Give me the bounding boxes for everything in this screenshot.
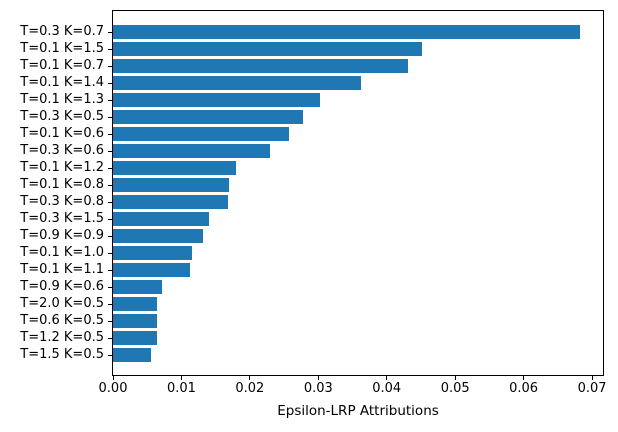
bar: [113, 212, 210, 226]
y-tick-mark: [108, 31, 112, 33]
x-tick-label: 0.06: [509, 381, 539, 396]
y-tick-mark: [108, 184, 112, 186]
y-tick-mark: [108, 167, 112, 169]
bar: [113, 280, 162, 294]
bar: [113, 161, 236, 175]
y-tick-label: T=0.1 K=1.2: [20, 160, 104, 175]
bar: [113, 127, 289, 141]
y-tick-label: T=0.1 K=0.6: [20, 126, 104, 141]
x-tick-label: 0.00: [98, 381, 128, 396]
x-tick-mark: [180, 376, 182, 380]
bar: [113, 144, 271, 158]
y-tick-label: T=0.1 K=0.8: [20, 177, 104, 192]
y-tick-mark: [108, 320, 112, 322]
y-tick-label: T=0.1 K=1.0: [20, 245, 104, 260]
y-tick-mark: [108, 252, 112, 254]
y-tick-label: T=0.1 K=1.3: [20, 92, 104, 107]
y-tick-label: T=0.6 K=0.5: [20, 313, 104, 328]
y-tick-mark: [108, 116, 112, 118]
y-tick-mark: [108, 303, 112, 305]
y-tick-label: T=2.0 K=0.5: [20, 296, 104, 311]
y-tick-label: T=1.2 K=0.5: [20, 330, 104, 345]
y-tick-label: T=0.1 K=1.4: [20, 75, 104, 90]
y-tick-label: T=0.3 K=1.5: [20, 211, 104, 226]
bar: [113, 110, 303, 124]
y-tick-label: T=0.9 K=0.6: [20, 279, 104, 294]
y-tick-label: T=0.9 K=0.9: [20, 228, 104, 243]
y-tick-label: T=0.1 K=1.5: [20, 41, 104, 56]
bar: [113, 229, 204, 243]
x-tick-mark: [591, 376, 593, 380]
y-tick-label: T=0.3 K=0.8: [20, 194, 104, 209]
y-tick-mark: [108, 286, 112, 288]
y-tick-mark: [108, 354, 112, 356]
bar: [113, 25, 580, 39]
bar: [113, 93, 321, 107]
y-tick-mark: [108, 269, 112, 271]
y-tick-mark: [108, 82, 112, 84]
x-tick-label: 0.04: [372, 381, 402, 396]
x-tick-mark: [454, 376, 456, 380]
plot-area: [112, 10, 604, 376]
y-tick-label: T=0.3 K=0.7: [20, 24, 104, 39]
bar: [113, 314, 158, 328]
y-tick-mark: [108, 201, 112, 203]
bar: [113, 42, 423, 56]
y-tick-label: T=0.3 K=0.6: [20, 143, 104, 158]
x-tick-label: 0.01: [166, 381, 196, 396]
x-tick-label: 0.02: [235, 381, 265, 396]
x-tick-mark: [317, 376, 319, 380]
x-tick-label: 0.05: [440, 381, 470, 396]
x-tick-mark: [249, 376, 251, 380]
bar: [113, 263, 190, 277]
bar: [113, 331, 157, 345]
x-tick-mark: [523, 376, 525, 380]
y-tick-label: T=0.3 K=0.5: [20, 109, 104, 124]
x-tick-label: 0.03: [303, 381, 333, 396]
bar: [113, 246, 192, 260]
x-tick-label: 0.07: [577, 381, 607, 396]
y-tick-label: T=1.5 K=0.5: [20, 347, 104, 362]
y-tick-label: T=0.1 K=0.7: [20, 58, 104, 73]
y-tick-mark: [108, 218, 112, 220]
y-tick-label: T=0.1 K=1.1: [20, 262, 104, 277]
y-tick-mark: [108, 150, 112, 152]
y-tick-mark: [108, 48, 112, 50]
bar: [113, 348, 152, 362]
bar: [113, 195, 228, 209]
bar: [113, 178, 229, 192]
bar: [113, 297, 158, 311]
y-tick-mark: [108, 337, 112, 339]
bar: [113, 76, 361, 90]
x-tick-mark: [112, 376, 114, 380]
y-tick-mark: [108, 65, 112, 67]
y-tick-mark: [108, 235, 112, 237]
x-tick-mark: [386, 376, 388, 380]
x-axis-label: Epsilon-LRP Attributions: [277, 403, 439, 419]
y-tick-mark: [108, 99, 112, 101]
bar: [113, 59, 408, 73]
y-tick-mark: [108, 133, 112, 135]
